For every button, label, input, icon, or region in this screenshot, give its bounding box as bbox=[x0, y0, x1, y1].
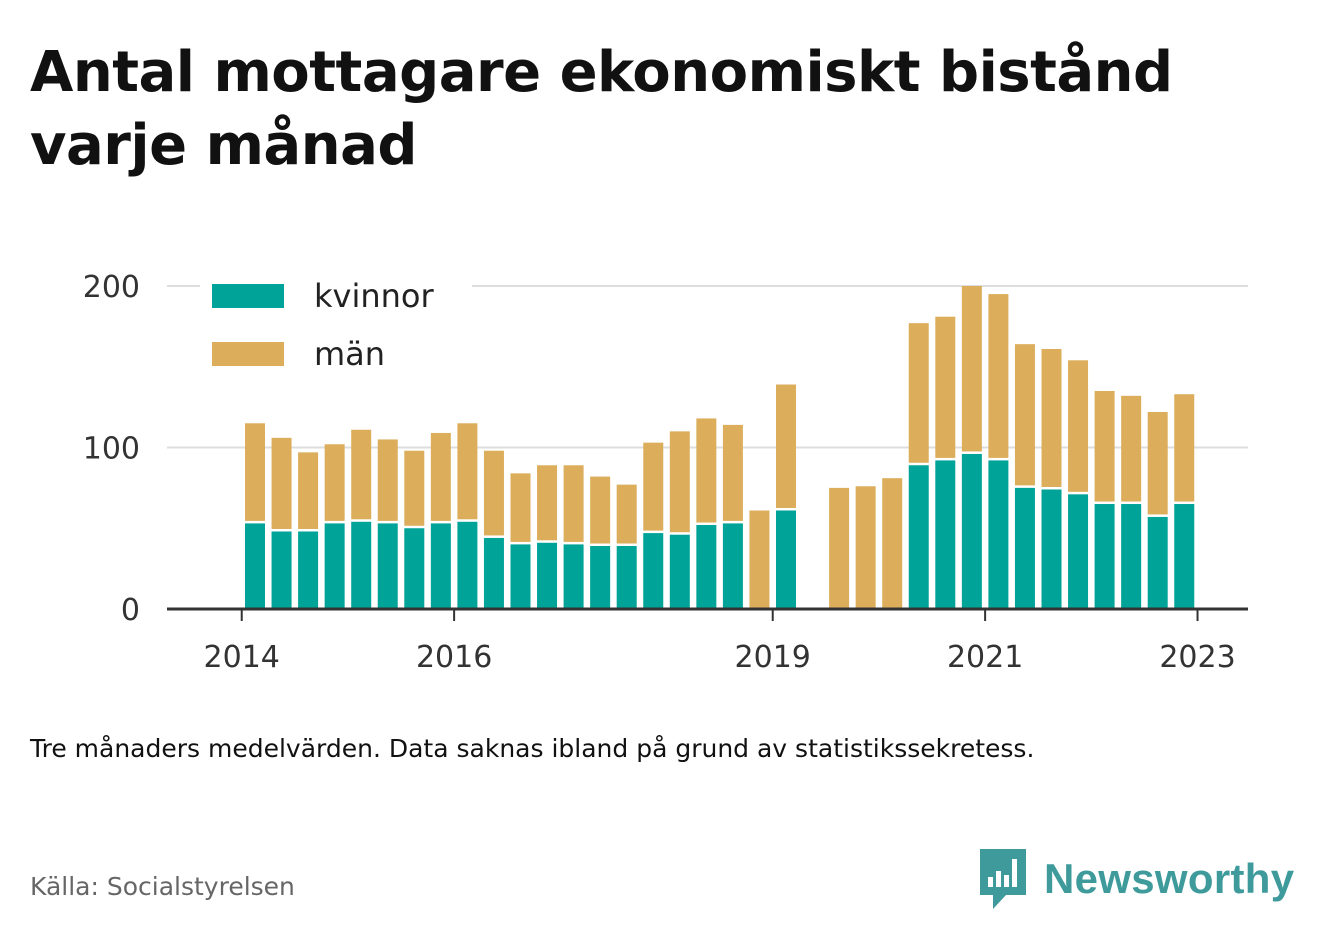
bar-man bbox=[855, 486, 876, 609]
bar-man bbox=[271, 437, 292, 529]
bar-kvinnor bbox=[1041, 489, 1062, 609]
bar-man bbox=[324, 444, 345, 521]
bar-kvinnor bbox=[696, 525, 717, 609]
bar-kvinnor bbox=[1068, 494, 1089, 609]
bar-man bbox=[961, 286, 982, 452]
bar-kvinnor bbox=[961, 453, 982, 609]
brand-name: Newsworthy bbox=[1044, 855, 1295, 902]
bar-kvinnor bbox=[616, 546, 637, 609]
y-tick-label: 0 bbox=[121, 593, 140, 628]
x-tick-label: 2023 bbox=[1159, 640, 1235, 675]
bar-man bbox=[882, 478, 903, 609]
bar-man bbox=[616, 484, 637, 544]
bar-kvinnor bbox=[669, 534, 690, 609]
bar-man bbox=[1068, 360, 1089, 492]
bar-kvinnor bbox=[1147, 516, 1168, 609]
bar-kvinnor bbox=[298, 531, 319, 609]
bar-kvinnor bbox=[643, 533, 664, 609]
bar-kvinnor bbox=[377, 523, 398, 609]
bar-man bbox=[988, 294, 1009, 458]
bar-man bbox=[749, 510, 770, 609]
bar-kvinnor bbox=[563, 544, 584, 609]
bar-man bbox=[776, 384, 796, 508]
bar-man bbox=[643, 442, 664, 531]
chart-note: Tre månaders medelvärden. Data saknas ib… bbox=[30, 734, 1035, 763]
bars bbox=[245, 286, 1195, 609]
bar-man bbox=[430, 432, 451, 521]
source-credit: Källa: Socialstyrelsen bbox=[30, 872, 295, 901]
bar-man bbox=[1121, 395, 1142, 502]
bar-man bbox=[563, 465, 584, 542]
bar-kvinnor bbox=[988, 460, 1009, 609]
bar-kvinnor bbox=[1014, 487, 1035, 609]
bar-man bbox=[298, 452, 319, 529]
chart-title: Antal mottagare ekonomiskt bistånd varje… bbox=[30, 40, 1173, 178]
bar-man bbox=[245, 423, 265, 521]
bar-man bbox=[457, 423, 478, 520]
bar-kvinnor bbox=[271, 531, 292, 609]
bar-kvinnor bbox=[537, 542, 558, 609]
x-tick-label: 2019 bbox=[735, 640, 811, 675]
y-tick-label: 200 bbox=[83, 270, 140, 305]
legend-swatch bbox=[212, 284, 284, 308]
legend-label: män bbox=[314, 335, 385, 373]
bar-kvinnor bbox=[510, 544, 531, 609]
bar-kvinnor bbox=[483, 537, 504, 609]
x-tick-label: 2014 bbox=[204, 640, 280, 675]
bar-kvinnor bbox=[722, 523, 743, 609]
bar-kvinnor bbox=[1094, 504, 1115, 609]
bar-kvinnor bbox=[1174, 504, 1195, 609]
bar-kvinnor bbox=[324, 523, 345, 609]
bar-man bbox=[1094, 390, 1115, 502]
bar-kvinnor bbox=[351, 521, 372, 609]
bar-man bbox=[669, 431, 690, 533]
legend-label: kvinnor bbox=[314, 277, 435, 315]
x-tick-label: 2021 bbox=[947, 640, 1023, 675]
x-tick-label: 2016 bbox=[416, 640, 492, 675]
bar-man bbox=[829, 487, 850, 609]
bar-kvinnor bbox=[457, 521, 478, 609]
stacked-bar-chart: 0 100 200 2014 2016 2019 2021 2023 kvinnor män bbox=[83, 270, 1248, 675]
legend: kvinnor män bbox=[200, 272, 472, 382]
bar-kvinnor bbox=[935, 460, 956, 609]
bar-kvinnor bbox=[590, 546, 611, 609]
bar-man bbox=[377, 439, 398, 521]
bar-man bbox=[1041, 348, 1062, 487]
bar-man bbox=[1174, 394, 1195, 502]
bar-man bbox=[510, 473, 531, 542]
bar-man bbox=[1014, 344, 1035, 486]
newsworthy-logo-icon bbox=[980, 849, 1026, 909]
bar-man bbox=[404, 450, 425, 526]
axes: 0 100 200 2014 2016 2019 2021 2023 bbox=[83, 270, 1248, 675]
bar-man bbox=[935, 316, 956, 458]
bar-kvinnor bbox=[908, 465, 929, 609]
bar-man bbox=[696, 418, 717, 523]
bar-man bbox=[537, 465, 558, 541]
legend-swatch bbox=[212, 342, 284, 366]
bar-man bbox=[590, 476, 611, 544]
brand-logo: Newsworthy bbox=[980, 848, 1294, 910]
bar-kvinnor bbox=[245, 523, 265, 609]
bar-man bbox=[483, 450, 504, 536]
bar-man bbox=[351, 429, 372, 520]
bar-man bbox=[1147, 411, 1168, 515]
bar-kvinnor bbox=[404, 528, 425, 609]
bar-kvinnor bbox=[1121, 504, 1142, 609]
bar-kvinnor bbox=[776, 510, 796, 609]
y-tick-label: 100 bbox=[83, 432, 140, 467]
bar-kvinnor bbox=[430, 523, 451, 609]
bar-man bbox=[722, 424, 743, 521]
bar-man bbox=[908, 323, 929, 463]
